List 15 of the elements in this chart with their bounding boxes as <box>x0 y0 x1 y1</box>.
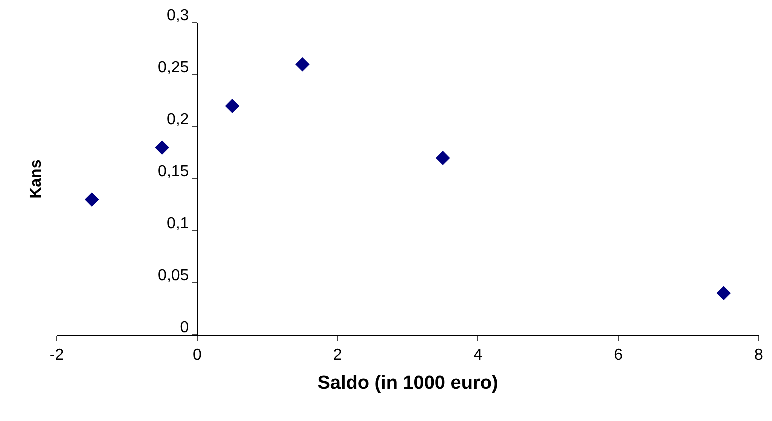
x-tick-label: 8 <box>754 347 764 364</box>
x-tick-label: 0 <box>192 347 202 364</box>
x-tick-label: 2 <box>333 347 342 364</box>
y-tick-label: 0 <box>180 320 190 337</box>
x-tick-label: 6 <box>614 347 624 364</box>
x-tick-label: 4 <box>474 347 483 364</box>
y-tick-label: 0,1 <box>166 216 190 233</box>
y-tick-label: 0,2 <box>166 112 190 129</box>
y-tick-label: 0,3 <box>166 8 190 25</box>
y-tick-label: 0,05 <box>158 268 190 285</box>
x-axis-title: Saldo (in 1000 euro) <box>318 373 498 394</box>
y-tick-label: 0,15 <box>158 164 190 181</box>
y-tick-label: 0,25 <box>158 60 190 77</box>
y-axis-title: Kans <box>28 160 45 199</box>
x-tick-label: -2 <box>50 347 64 364</box>
